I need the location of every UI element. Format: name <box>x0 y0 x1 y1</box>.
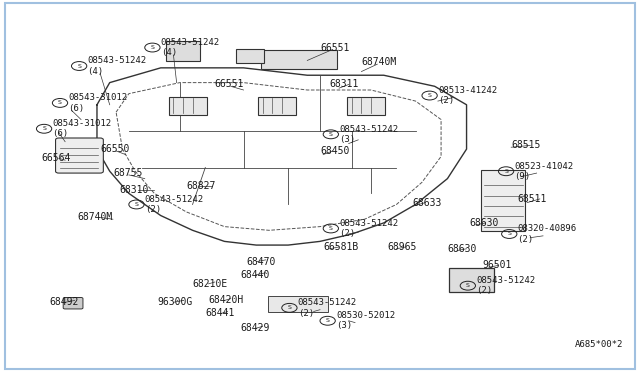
Text: S: S <box>42 126 46 131</box>
Text: 96300G: 96300G <box>157 297 193 307</box>
Text: 68440: 68440 <box>241 270 269 280</box>
FancyBboxPatch shape <box>4 3 636 369</box>
Text: S: S <box>58 100 62 105</box>
FancyBboxPatch shape <box>481 170 525 231</box>
Text: 68210E: 68210E <box>193 279 228 289</box>
Text: 68511: 68511 <box>518 194 547 204</box>
Text: 68740M: 68740M <box>78 212 113 222</box>
FancyBboxPatch shape <box>258 97 296 115</box>
Text: 68740M: 68740M <box>362 57 397 67</box>
Text: 08543-31012
(6): 08543-31012 (6) <box>68 93 127 113</box>
FancyBboxPatch shape <box>261 51 337 68</box>
Text: S: S <box>326 318 330 323</box>
Text: 68470: 68470 <box>246 257 276 267</box>
Text: 08523-41042
(9): 08523-41042 (9) <box>515 161 573 181</box>
Text: 08530-52012
(3): 08530-52012 (3) <box>336 311 395 330</box>
FancyBboxPatch shape <box>56 138 103 173</box>
Text: 08543-51242
(4): 08543-51242 (4) <box>88 56 147 76</box>
Text: 68429: 68429 <box>241 323 269 333</box>
Text: S: S <box>329 132 333 137</box>
Text: S: S <box>77 64 81 68</box>
Text: 08543-51242
(2): 08543-51242 (2) <box>298 298 357 318</box>
Text: S: S <box>466 283 470 288</box>
Text: 68755: 68755 <box>113 168 142 178</box>
Text: S: S <box>150 45 154 50</box>
FancyBboxPatch shape <box>348 97 385 115</box>
Text: S: S <box>428 93 431 98</box>
Text: 96501: 96501 <box>483 260 512 270</box>
Text: 08513-41242
(2): 08513-41242 (2) <box>438 86 497 105</box>
FancyBboxPatch shape <box>63 298 83 309</box>
Text: S: S <box>287 305 291 310</box>
Text: 66581B: 66581B <box>323 242 358 252</box>
Text: 68420H: 68420H <box>209 295 244 305</box>
Text: 66551: 66551 <box>215 80 244 89</box>
Text: 08320-40896
(2): 08320-40896 (2) <box>518 224 577 244</box>
Text: 66564: 66564 <box>42 153 71 163</box>
Text: 68630: 68630 <box>470 218 499 228</box>
Text: S: S <box>134 202 138 207</box>
FancyBboxPatch shape <box>166 41 200 61</box>
Text: S: S <box>504 169 508 174</box>
FancyBboxPatch shape <box>169 97 207 115</box>
Text: 68965: 68965 <box>387 242 416 252</box>
Text: 68441: 68441 <box>205 308 235 318</box>
Text: 68310: 68310 <box>119 185 148 195</box>
Text: 08543-51242
(2): 08543-51242 (2) <box>339 219 398 238</box>
Text: 08543-51242
(2): 08543-51242 (2) <box>145 195 204 214</box>
Text: 66551: 66551 <box>320 42 349 52</box>
FancyBboxPatch shape <box>236 49 264 63</box>
Text: S: S <box>329 226 333 231</box>
FancyBboxPatch shape <box>268 296 328 312</box>
Text: 08543-51242
(4): 08543-51242 (4) <box>161 38 220 57</box>
Text: 68630: 68630 <box>447 244 477 254</box>
Text: 68492: 68492 <box>49 297 79 307</box>
Text: 68515: 68515 <box>511 140 541 150</box>
Text: 68450: 68450 <box>320 146 349 156</box>
Text: 68311: 68311 <box>330 80 359 89</box>
Text: 08543-51242
(3): 08543-51242 (3) <box>339 125 398 144</box>
Text: 08543-31012
(6): 08543-31012 (6) <box>52 119 111 138</box>
Text: 68633: 68633 <box>412 198 442 208</box>
Text: 08543-51242
(2): 08543-51242 (2) <box>476 276 535 295</box>
Text: 66550: 66550 <box>100 144 129 154</box>
FancyBboxPatch shape <box>449 268 494 292</box>
Text: A685*00*2: A685*00*2 <box>575 340 623 349</box>
Text: S: S <box>508 231 511 237</box>
Text: 68827: 68827 <box>186 181 216 191</box>
